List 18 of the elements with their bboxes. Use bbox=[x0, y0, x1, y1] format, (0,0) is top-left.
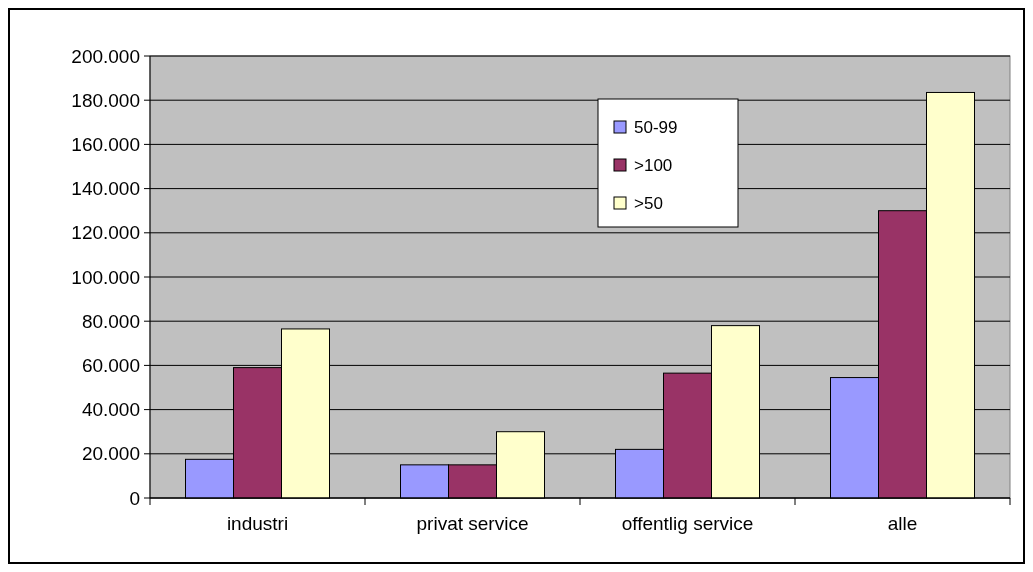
y-tick-label: 20.000 bbox=[81, 443, 140, 465]
y-tick-label: 160.000 bbox=[71, 134, 140, 156]
y-tick-label: 0 bbox=[129, 487, 140, 509]
y-tick-label: 120.000 bbox=[71, 222, 140, 244]
y-tick-label: 40.000 bbox=[81, 399, 140, 421]
y-tick-label: 80.000 bbox=[81, 310, 140, 332]
legend-label: 50-99 bbox=[634, 117, 678, 137]
y-tick-label: 100.000 bbox=[71, 266, 140, 288]
y-tick-label: 180.000 bbox=[71, 89, 140, 111]
y-tick-label: 200.000 bbox=[71, 45, 140, 67]
legend-label: >100 bbox=[634, 155, 673, 175]
y-tick-label: 60.000 bbox=[81, 355, 140, 377]
x-tick-label: privat service bbox=[416, 513, 529, 534]
y-tick-label: 140.000 bbox=[71, 178, 140, 200]
x-tick-label: offentlig service bbox=[621, 513, 754, 534]
x-tick-label: industri bbox=[226, 513, 289, 534]
x-tick-label: alle bbox=[887, 513, 918, 534]
legend-label: >50 bbox=[634, 193, 663, 213]
